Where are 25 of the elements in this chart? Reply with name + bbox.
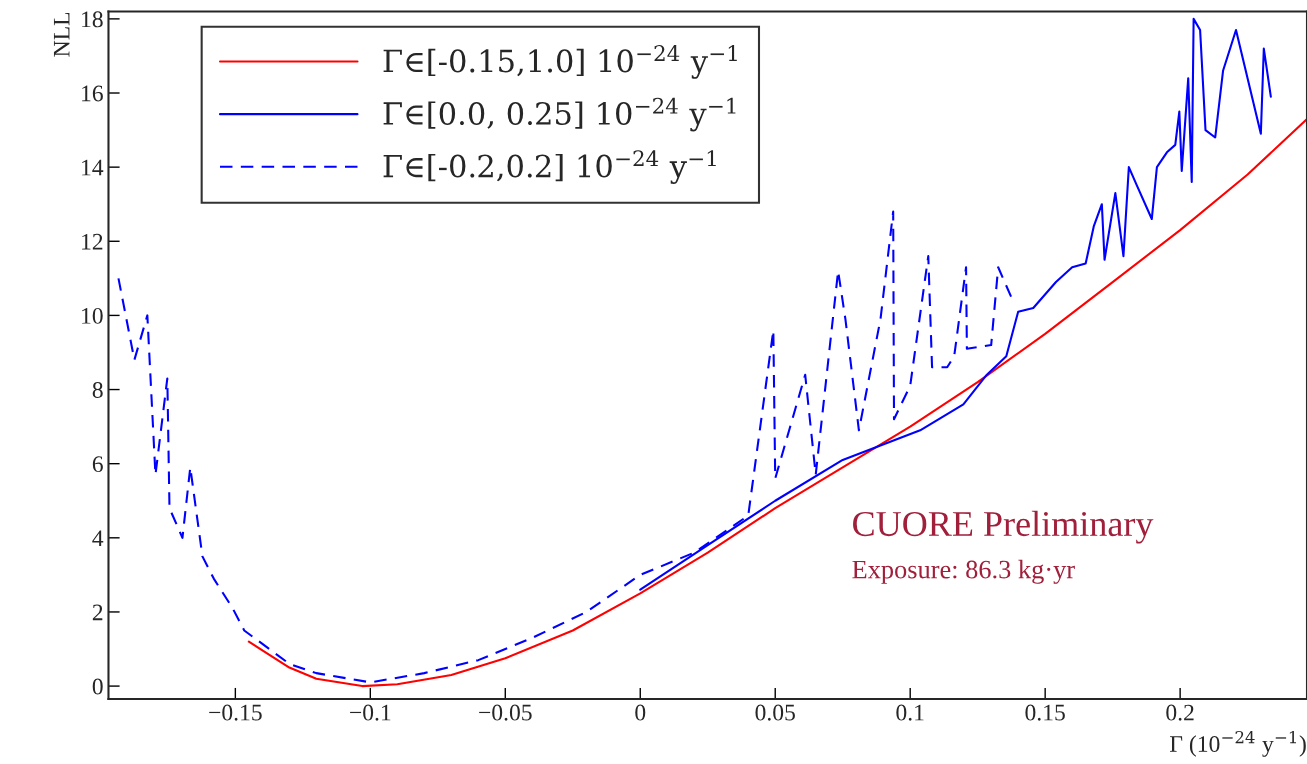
y-tick-label: 10 <box>82 307 103 324</box>
x-tick-label: −0.15 <box>209 704 262 721</box>
y-axis-title: NLL <box>53 12 70 57</box>
legend-label: Γ∈[-0.15,1.0] 10$^{−24}$ y$^{−1}$ <box>383 45 737 79</box>
x-axis-title: Γ (10$^{−24}$ y$^{−1}$) <box>1170 730 1306 757</box>
legend-label: Γ∈[-0.2,0.2] 10$^{−24}$ y$^{−1}$ <box>383 150 716 184</box>
x-tick-label: 0.1 <box>896 704 924 721</box>
y-tick-label: 18 <box>82 11 103 28</box>
x-tick-label: 0.05 <box>755 704 795 721</box>
x-tick-label: −0.1 <box>350 704 391 721</box>
y-tick-label: 16 <box>82 85 103 102</box>
y-tick-label: 4 <box>92 530 104 547</box>
annotation: CUORE Preliminary <box>853 510 1154 544</box>
x-tick-label: −0.05 <box>479 704 532 721</box>
y-tick-label: 0 <box>92 678 103 695</box>
annotation: Exposure: 86.3 kg·yr <box>852 559 1075 584</box>
x-tick-label: 0.15 <box>1025 704 1065 721</box>
y-tick-label: 6 <box>92 456 103 473</box>
y-tick-label: 2 <box>92 604 103 621</box>
y-tick-label: 14 <box>82 159 104 176</box>
legend-label: Γ∈[0.0, 0.25] 10$^{−24}$ y$^{−1}$ <box>383 97 736 132</box>
y-tick-label: 8 <box>92 382 103 398</box>
x-tick-label: 0.2 <box>1166 704 1194 721</box>
x-tick-label: 0 <box>635 704 646 721</box>
y-tick-label: 12 <box>82 233 103 250</box>
